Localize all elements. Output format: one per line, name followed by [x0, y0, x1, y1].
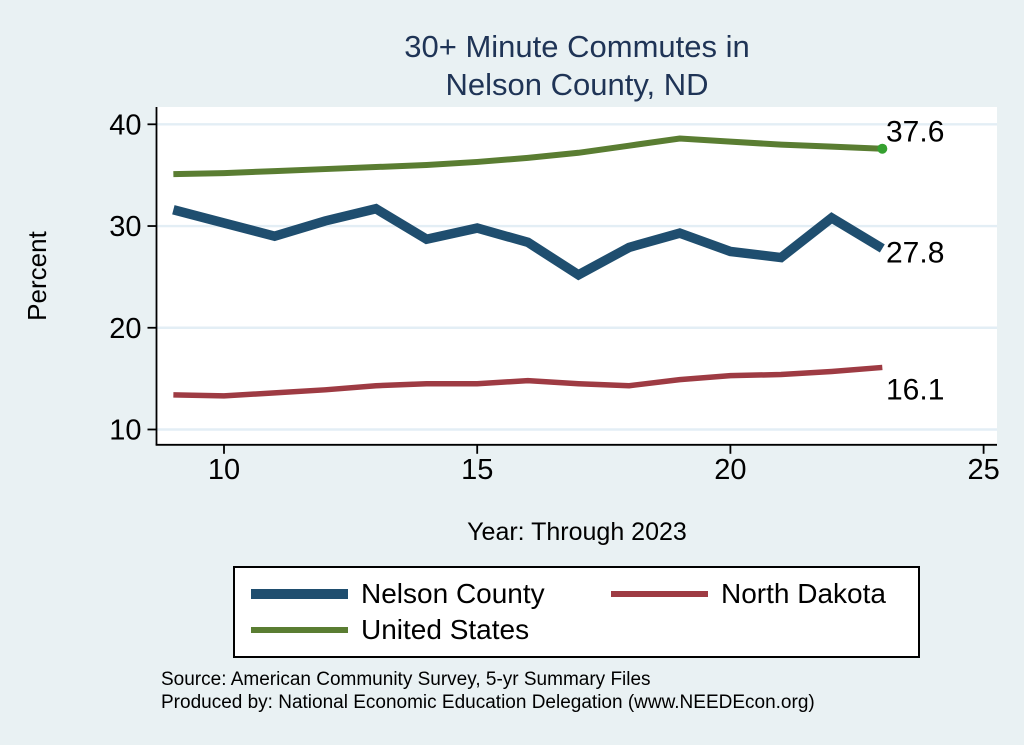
- chart-title-line2: Nelson County, ND: [445, 67, 709, 102]
- y-tick-label: 10: [109, 414, 141, 446]
- legend-swatch-nelson-county: [251, 589, 348, 599]
- end-value-label: 37.6: [886, 116, 944, 149]
- source-note: Source: American Community Survey, 5-yr …: [161, 669, 651, 690]
- end-marker-united-states: [877, 143, 888, 154]
- legend-item-north-dakota: North Dakota: [611, 580, 886, 608]
- plot-svg: Percent 10 20 30 40 10 15 20 25 27.8 16.1 37.6: [22, 107, 1000, 486]
- legend-label-nelson-county: Nelson County: [361, 578, 545, 609]
- legend-item-united-states: United States: [251, 616, 611, 644]
- x-tick-label: 20: [714, 454, 746, 486]
- y-tick-label: 20: [109, 313, 141, 345]
- series-line-north-dakota: [173, 364, 883, 399]
- end-value-label: 16.1: [886, 373, 944, 406]
- legend-swatch-united-states: [251, 627, 348, 633]
- y-tick-label: 30: [109, 211, 141, 243]
- x-tick-label: 15: [461, 454, 493, 486]
- chart-title-line1: 30+ Minute Commutes in: [404, 29, 750, 64]
- legend-row-2: United States: [251, 616, 918, 644]
- footer-notes: Source: American Community Survey, 5-yr …: [161, 669, 815, 714]
- legend-item-nelson-county: Nelson County: [251, 580, 611, 608]
- produced-by-note: Produced by: National Economic Education…: [161, 691, 815, 713]
- y-tick-label: 40: [109, 109, 141, 141]
- end-value-label: 27.8: [886, 236, 944, 269]
- series-line-nelson-county: [172, 203, 885, 281]
- legend: Nelson County North Dakota United States: [233, 566, 920, 658]
- legend-label-north-dakota: North Dakota: [721, 578, 886, 609]
- x-tick-label: 25: [967, 454, 999, 486]
- legend-row-1: Nelson County North Dakota: [251, 580, 918, 608]
- chart-title: 30+ Minute Commutes in Nelson County, ND: [157, 28, 997, 104]
- series-line-united-states: [173, 135, 883, 178]
- x-axis-title: Year: Through 2023: [467, 518, 687, 546]
- legend-swatch-north-dakota: [611, 591, 708, 597]
- y-axis-title: Percent: [22, 230, 52, 320]
- legend-label-united-states: United States: [361, 614, 530, 645]
- x-tick-label: 10: [208, 454, 240, 486]
